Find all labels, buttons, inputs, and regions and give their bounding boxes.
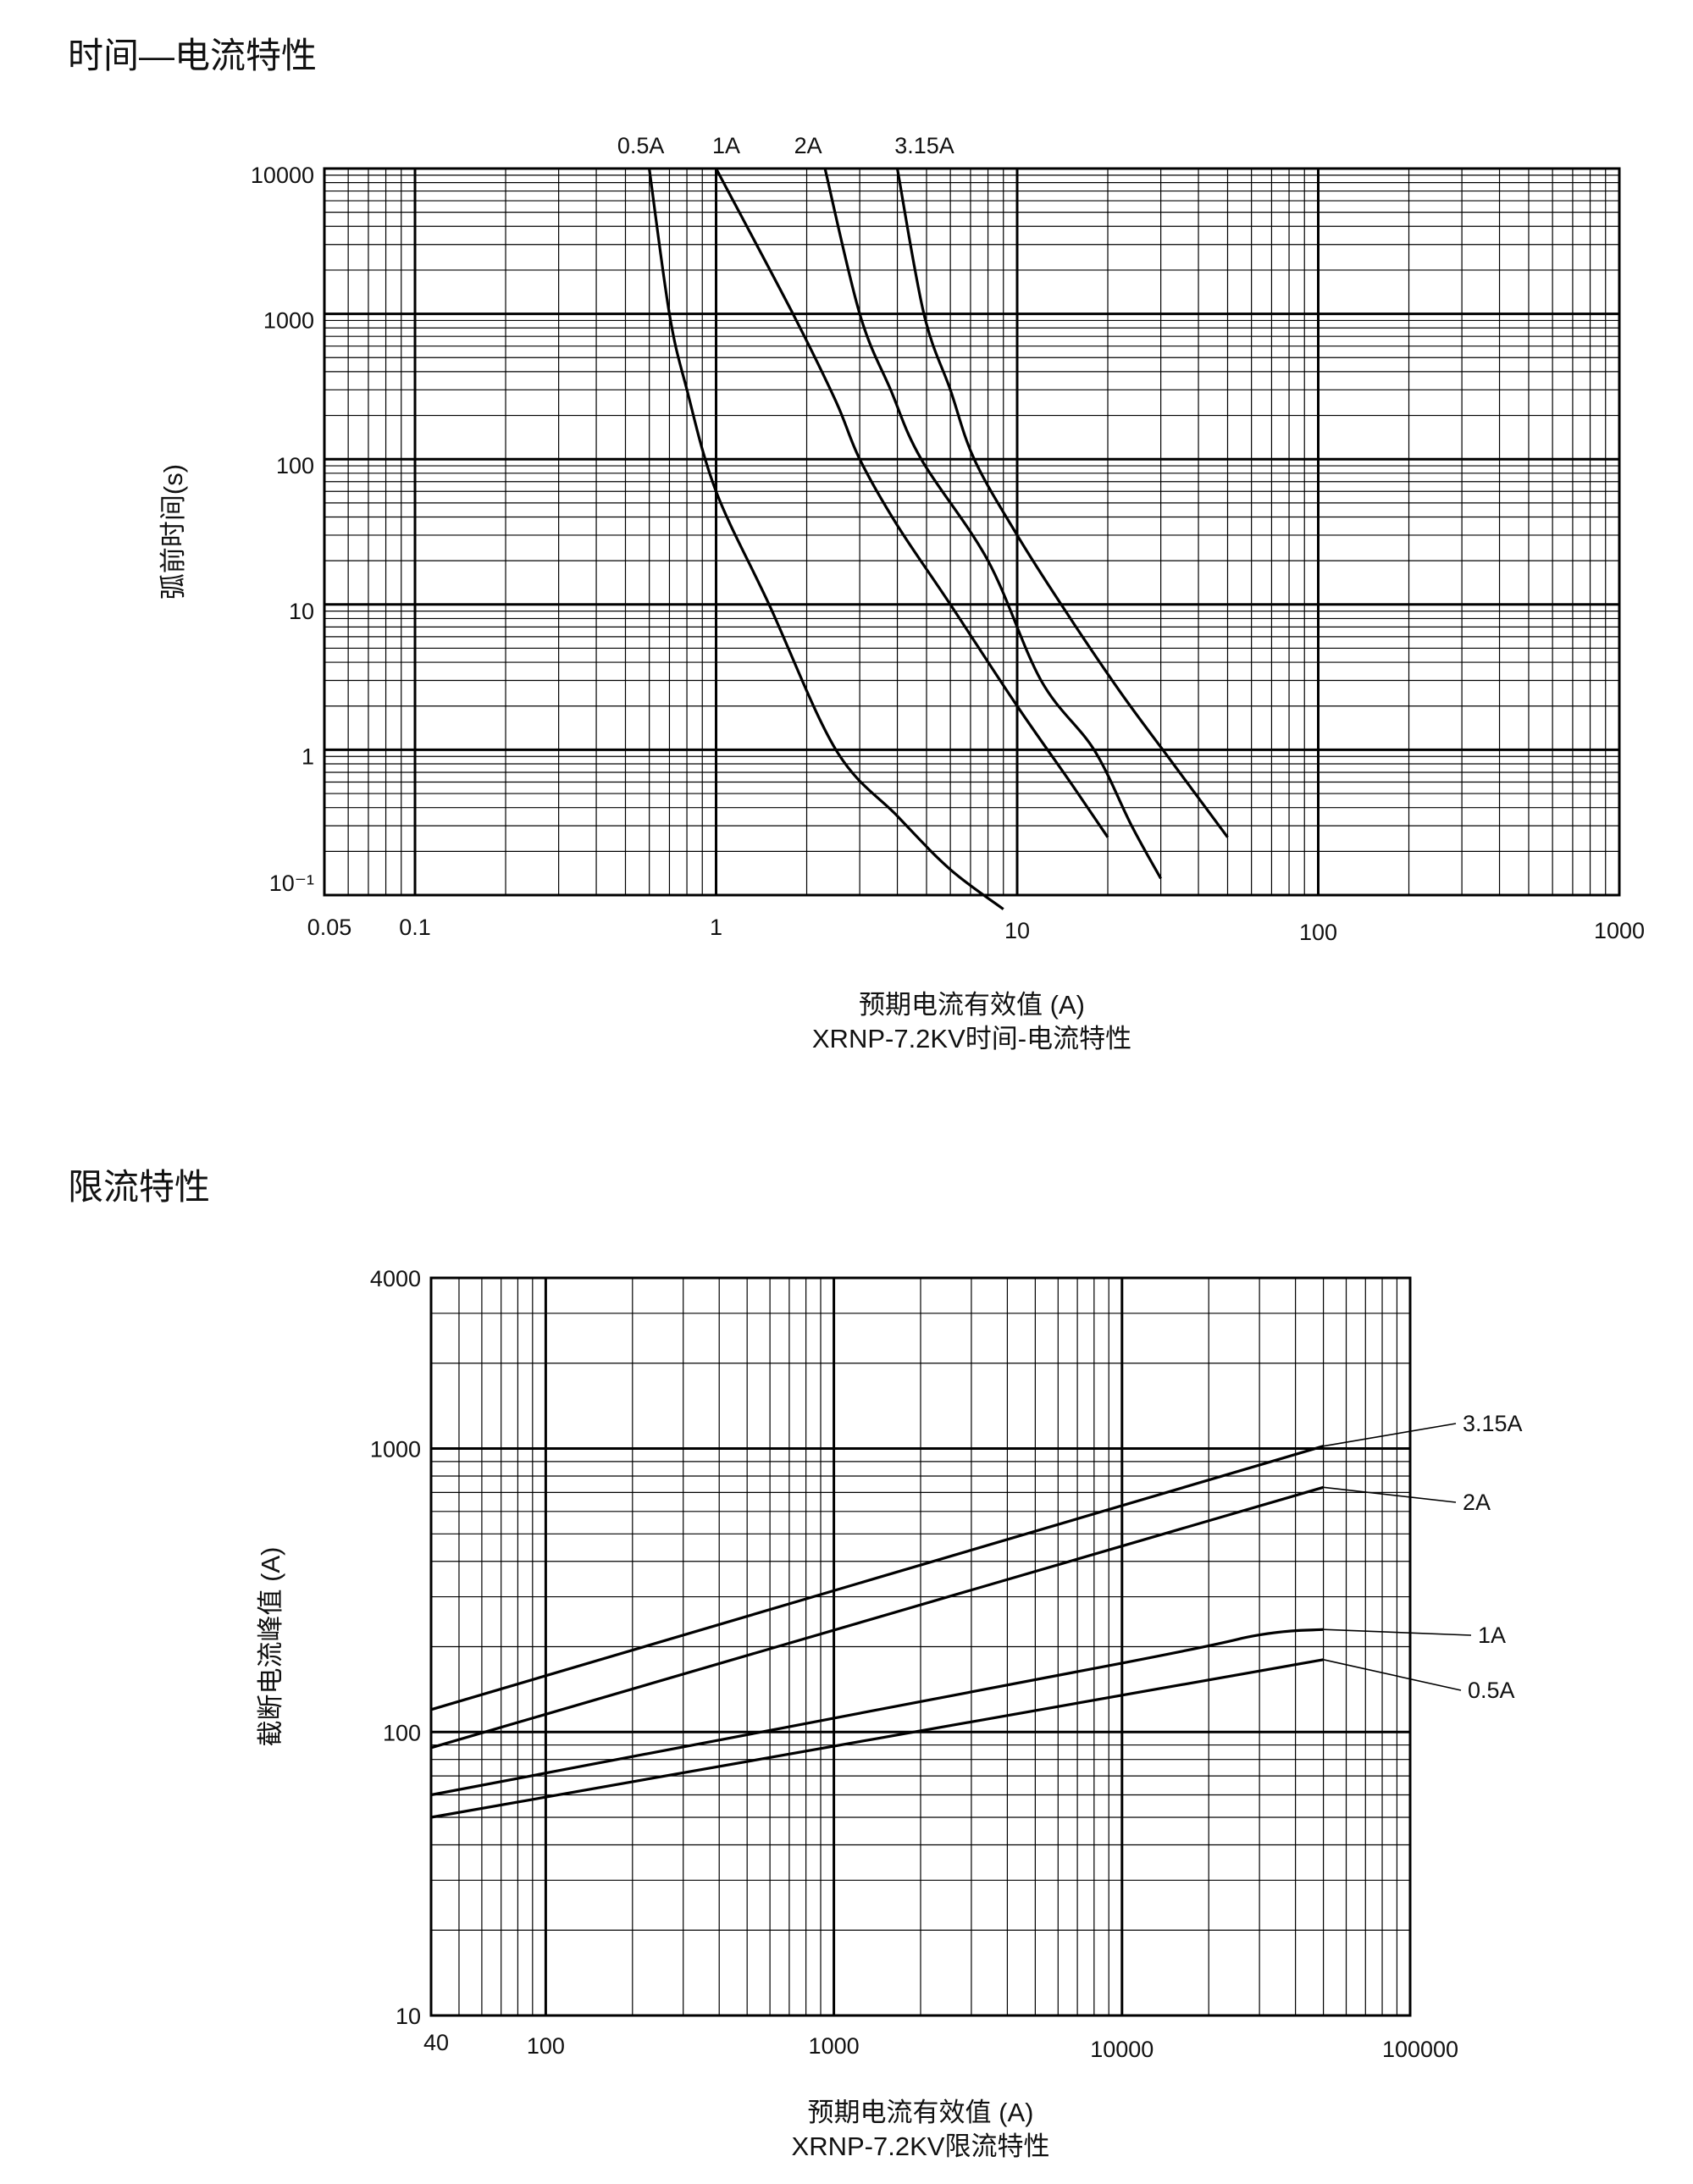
series-line-1A (715, 168, 1109, 838)
series-leader-line (1323, 1423, 1457, 1447)
x-tick-label: 40 (423, 2030, 449, 2055)
x-axis-label: 预期电流有效值 (A) (808, 2098, 1034, 2127)
y-tick-label: 10000 (251, 163, 314, 188)
series-line-0.5A (648, 168, 1004, 910)
y-tick-label: 1000 (370, 1437, 421, 1462)
y-tick-label: 1000 (263, 308, 314, 334)
x-tick-label: 0.05 (307, 915, 352, 940)
series-label: 0.5A (1468, 1678, 1515, 1703)
series-label: 1A (1478, 1623, 1506, 1648)
chart-title: XRNP-7.2KV限流特性 (792, 2131, 1050, 2161)
x-tick-label: 1 (710, 915, 722, 940)
x-tick-label: 100000 (1382, 2037, 1458, 2062)
current-limiting-section-title: 限流特性 (68, 1167, 211, 1207)
x-tick-label: 1000 (809, 2033, 860, 2059)
x-axis-label: 预期电流有效值 (A) (859, 990, 1085, 1020)
series-line-0.5A (430, 1658, 1324, 1819)
series-leader-line (1323, 1628, 1472, 1636)
x-tick-label: 100 (527, 2033, 565, 2059)
y-tick-label: 100 (276, 453, 314, 478)
series-label: 3.15A (1463, 1411, 1523, 1436)
series-leader-line (1323, 1659, 1462, 1691)
series-line-3.15A (895, 168, 1229, 838)
time-current-chart: 0.05 0.1 1 10 100 1000 10000 1000 100 10 1 10⁻¹ 预期电流… (158, 133, 1645, 1053)
series-line-3.15A (430, 1445, 1325, 1711)
x-tick-label: 1000 (1594, 918, 1645, 943)
x-tick-label: 0.1 (399, 915, 431, 940)
plot-frame (429, 1276, 1412, 2017)
y-tick-label: 10⁻¹ (269, 871, 314, 896)
series-label: 2A (794, 133, 822, 158)
y-axis-label: 弧前时间(s) (158, 464, 188, 600)
plot-frame (323, 167, 1621, 897)
chart-title: XRNP-7.2KV时间-电流特性 (812, 1024, 1131, 1053)
y-tick-label: 10 (396, 2004, 421, 2029)
y-tick-label: 100 (383, 1720, 421, 1745)
series-line-1A (430, 1628, 1324, 1797)
series-line-2A (823, 168, 1162, 880)
y-tick-label: 1 (302, 744, 314, 769)
x-tick-label: 10 (1004, 918, 1030, 943)
series-label: 2A (1463, 1490, 1491, 1515)
series-label: 1A (712, 133, 740, 158)
y-tick-label: 10 (289, 599, 314, 624)
series-label: 0.5A (617, 133, 665, 158)
x-tick-label: 10000 (1090, 2037, 1154, 2062)
x-tick-label: 100 (1299, 920, 1337, 945)
series-line-2A (430, 1485, 1325, 1750)
series-label: 3.15A (894, 133, 954, 158)
y-axis-label: 截断电流峰值 (A) (256, 1547, 285, 1747)
time-current-section-title: 时间—电流特性 (68, 36, 318, 75)
series-leader-line (1323, 1486, 1457, 1503)
y-tick-label: 4000 (370, 1266, 421, 1291)
